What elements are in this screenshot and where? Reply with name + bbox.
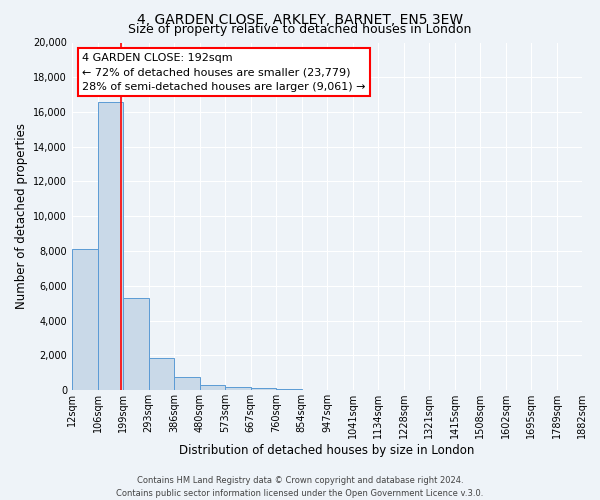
Bar bbox=[98, 102, 123, 390]
Bar bbox=[123, 298, 149, 390]
Text: 4, GARDEN CLOSE, ARKLEY, BARNET, EN5 3EW: 4, GARDEN CLOSE, ARKLEY, BARNET, EN5 3EW bbox=[137, 12, 463, 26]
Bar bbox=[225, 387, 251, 390]
Bar bbox=[200, 385, 225, 390]
Text: Contains HM Land Registry data © Crown copyright and database right 2024.
Contai: Contains HM Land Registry data © Crown c… bbox=[116, 476, 484, 498]
X-axis label: Distribution of detached houses by size in London: Distribution of detached houses by size … bbox=[179, 444, 475, 457]
Text: Size of property relative to detached houses in London: Size of property relative to detached ho… bbox=[128, 22, 472, 36]
Bar bbox=[72, 250, 98, 390]
Bar bbox=[251, 388, 276, 390]
Text: 4 GARDEN CLOSE: 192sqm
← 72% of detached houses are smaller (23,779)
28% of semi: 4 GARDEN CLOSE: 192sqm ← 72% of detached… bbox=[82, 53, 366, 92]
Bar bbox=[174, 377, 200, 390]
Bar bbox=[276, 389, 302, 390]
Y-axis label: Number of detached properties: Number of detached properties bbox=[15, 123, 28, 309]
Bar bbox=[149, 358, 174, 390]
